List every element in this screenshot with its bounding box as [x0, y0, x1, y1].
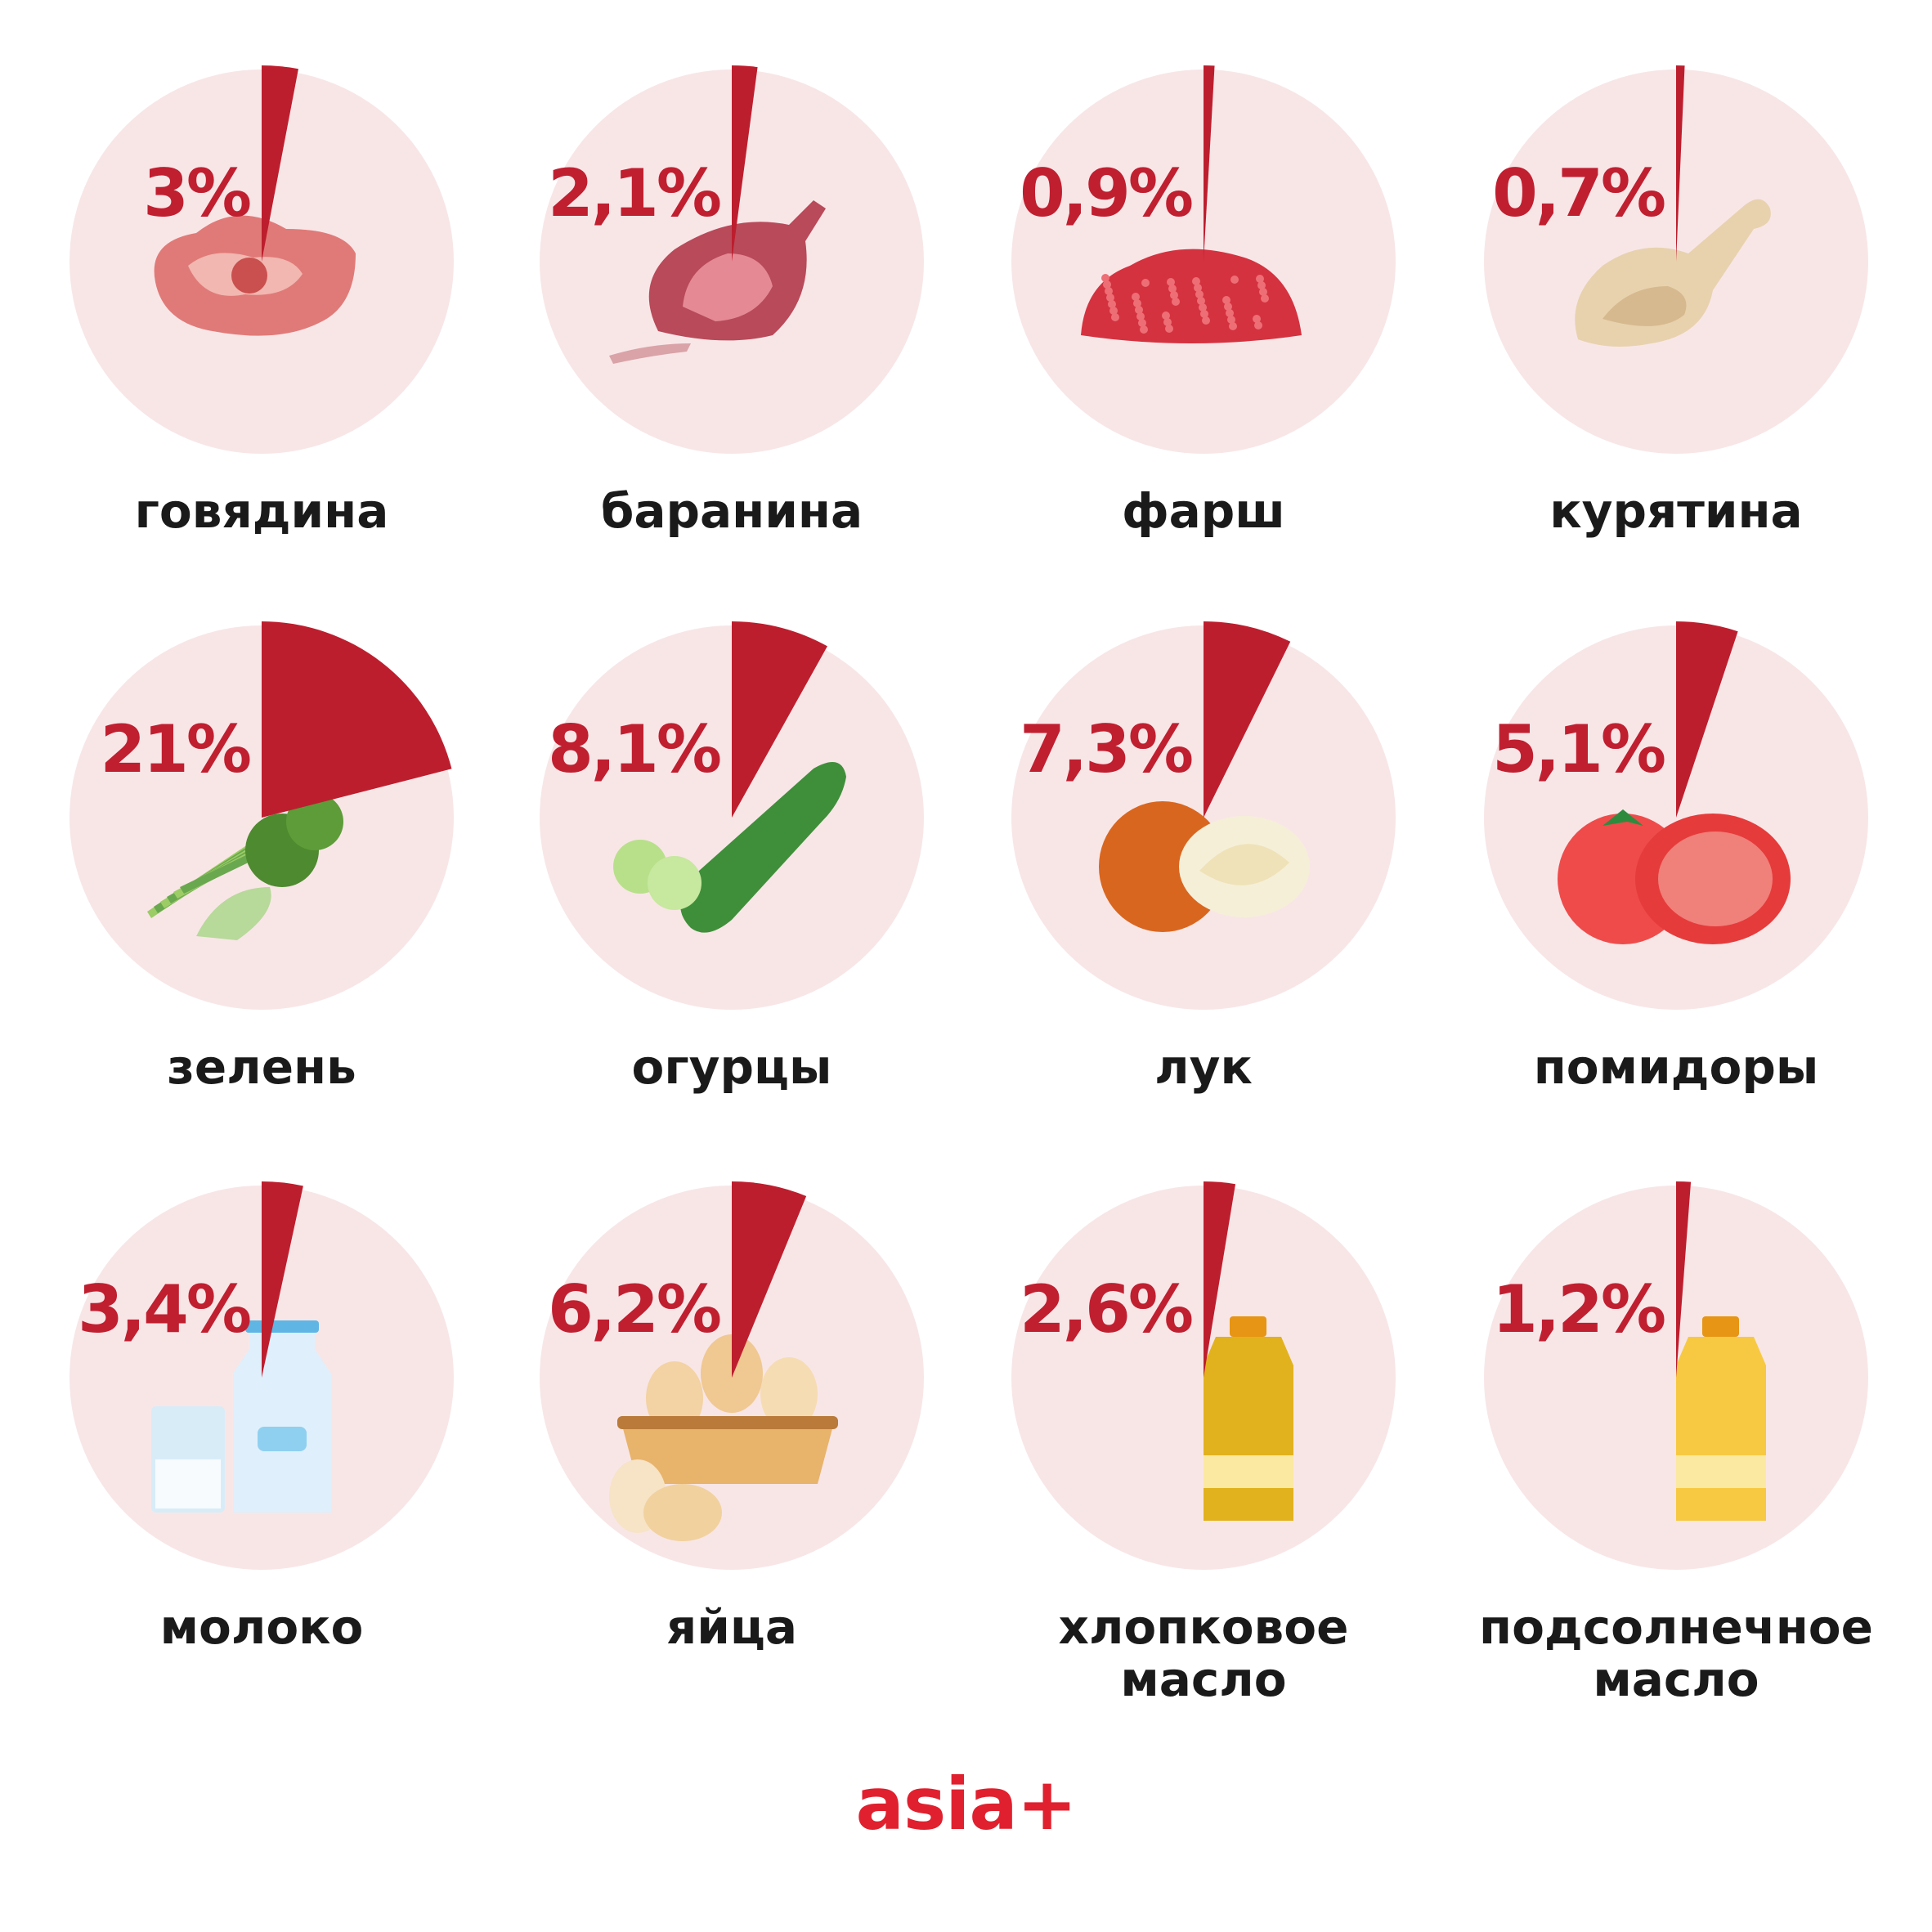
pie-slice — [1204, 1181, 1236, 1378]
tomato-icon — [1558, 809, 1791, 944]
pie-item: 0,7% курятина — [1447, 61, 1905, 585]
minced-meat-icon — [1081, 249, 1302, 343]
pie-chart — [69, 1181, 454, 1570]
beef-steak-icon — [154, 215, 356, 336]
category-label: яйца — [503, 1601, 961, 1653]
category-label-line: молоко — [159, 1599, 364, 1655]
pie-slice — [1204, 621, 1291, 818]
lamb-rack-icon — [609, 200, 826, 364]
category-label-line: помидоры — [1533, 1039, 1819, 1095]
onion-icon — [1099, 801, 1310, 932]
percent-label: 8,1% — [548, 711, 722, 787]
percent-label: 2,6% — [1020, 1271, 1194, 1347]
brand-logo: asia+ — [855, 1762, 1077, 1846]
pie-slice — [262, 1181, 303, 1378]
category-label-line: говядина — [134, 483, 389, 539]
category-label: лук — [975, 1041, 1432, 1093]
category-label-line: огурцы — [631, 1039, 832, 1095]
pie-item: 5,1% помидоры — [1447, 617, 1905, 1141]
pie-slice — [1676, 1181, 1692, 1378]
pie-chart — [69, 621, 454, 1010]
pie-item: 8,1% огурцы — [503, 617, 961, 1141]
percent-label: 3% — [143, 155, 252, 231]
pie-chart — [1484, 1181, 1868, 1570]
category-label-line: баранина — [600, 483, 863, 539]
pie-item: 6,2% яйца — [503, 1177, 961, 1701]
category-label-line: подсолнечное — [1479, 1599, 1873, 1655]
category-label-line: лук — [1154, 1039, 1253, 1095]
category-label: курятина — [1447, 485, 1905, 537]
category-label: фарш — [975, 485, 1432, 537]
pie-chart — [1484, 621, 1868, 1010]
category-label-line: масло — [1120, 1652, 1287, 1707]
pie-chart — [1011, 1181, 1396, 1570]
pie-chart — [540, 621, 924, 1010]
category-label-line: курятина — [1549, 483, 1803, 539]
category-label: хлопковое масло — [975, 1601, 1432, 1706]
sunflower-oil-bottle-icon — [1676, 1316, 1766, 1521]
pie-slice — [1676, 621, 1738, 818]
percent-label: 0,7% — [1492, 155, 1666, 231]
percent-label: 6,2% — [548, 1271, 722, 1347]
greens-icon — [147, 793, 343, 940]
pie-slice — [732, 65, 758, 262]
percent-label: 0,9% — [1020, 155, 1194, 231]
category-label-line: зелень — [167, 1039, 356, 1095]
pie-slice — [732, 1181, 807, 1378]
pie-chart — [1011, 65, 1396, 454]
category-label: говядина — [33, 485, 491, 537]
category-label-line: масло — [1593, 1652, 1759, 1707]
chicken-leg-icon — [1575, 199, 1771, 347]
category-label: зелень — [33, 1041, 491, 1093]
percent-label: 21% — [100, 711, 252, 787]
pie-chart — [540, 1181, 924, 1570]
category-label: баранина — [503, 485, 961, 537]
pie-item: 2,6% хлопковое масло — [975, 1177, 1432, 1706]
pie-chart — [540, 65, 924, 454]
percent-label: 2,1% — [548, 155, 722, 231]
category-label: помидоры — [1447, 1041, 1905, 1093]
category-label: молоко — [33, 1601, 491, 1653]
pie-chart — [1011, 621, 1396, 1010]
cucumber-icon — [613, 762, 846, 933]
percent-label: 1,2% — [1492, 1271, 1666, 1347]
percent-label: 5,1% — [1492, 711, 1666, 787]
percent-label: 7,3% — [1020, 711, 1194, 787]
pie-item: 7,3% лук — [975, 617, 1432, 1141]
milk-icon — [151, 1320, 331, 1513]
category-label-line: яйца — [666, 1599, 797, 1655]
pie-item: 0,9% фарш — [975, 61, 1432, 585]
pie-item: 21% зелень — [33, 617, 491, 1141]
category-label: подсолнечное масло — [1447, 1601, 1905, 1706]
percent-label: 3,4% — [78, 1271, 252, 1347]
cottonseed-oil-bottle-icon — [1204, 1316, 1293, 1521]
pie-item: 2,1% баранина — [503, 61, 961, 585]
pie-item: 3% говядина — [33, 61, 491, 585]
category-label-line: фарш — [1122, 483, 1285, 539]
category-label: огурцы — [503, 1041, 961, 1093]
pie-slice — [732, 621, 827, 818]
pie-item: 1,2% подсолнечное масло — [1447, 1177, 1905, 1706]
pie-slice — [262, 621, 452, 818]
pie-slice — [1676, 65, 1685, 262]
pie-slice — [1204, 65, 1215, 262]
category-label-line: хлопковое — [1058, 1599, 1349, 1655]
pie-chart — [69, 65, 454, 454]
pie-chart — [1484, 65, 1868, 454]
pie-slice — [262, 65, 298, 262]
pie-item: 3,4% молоко — [33, 1177, 491, 1701]
